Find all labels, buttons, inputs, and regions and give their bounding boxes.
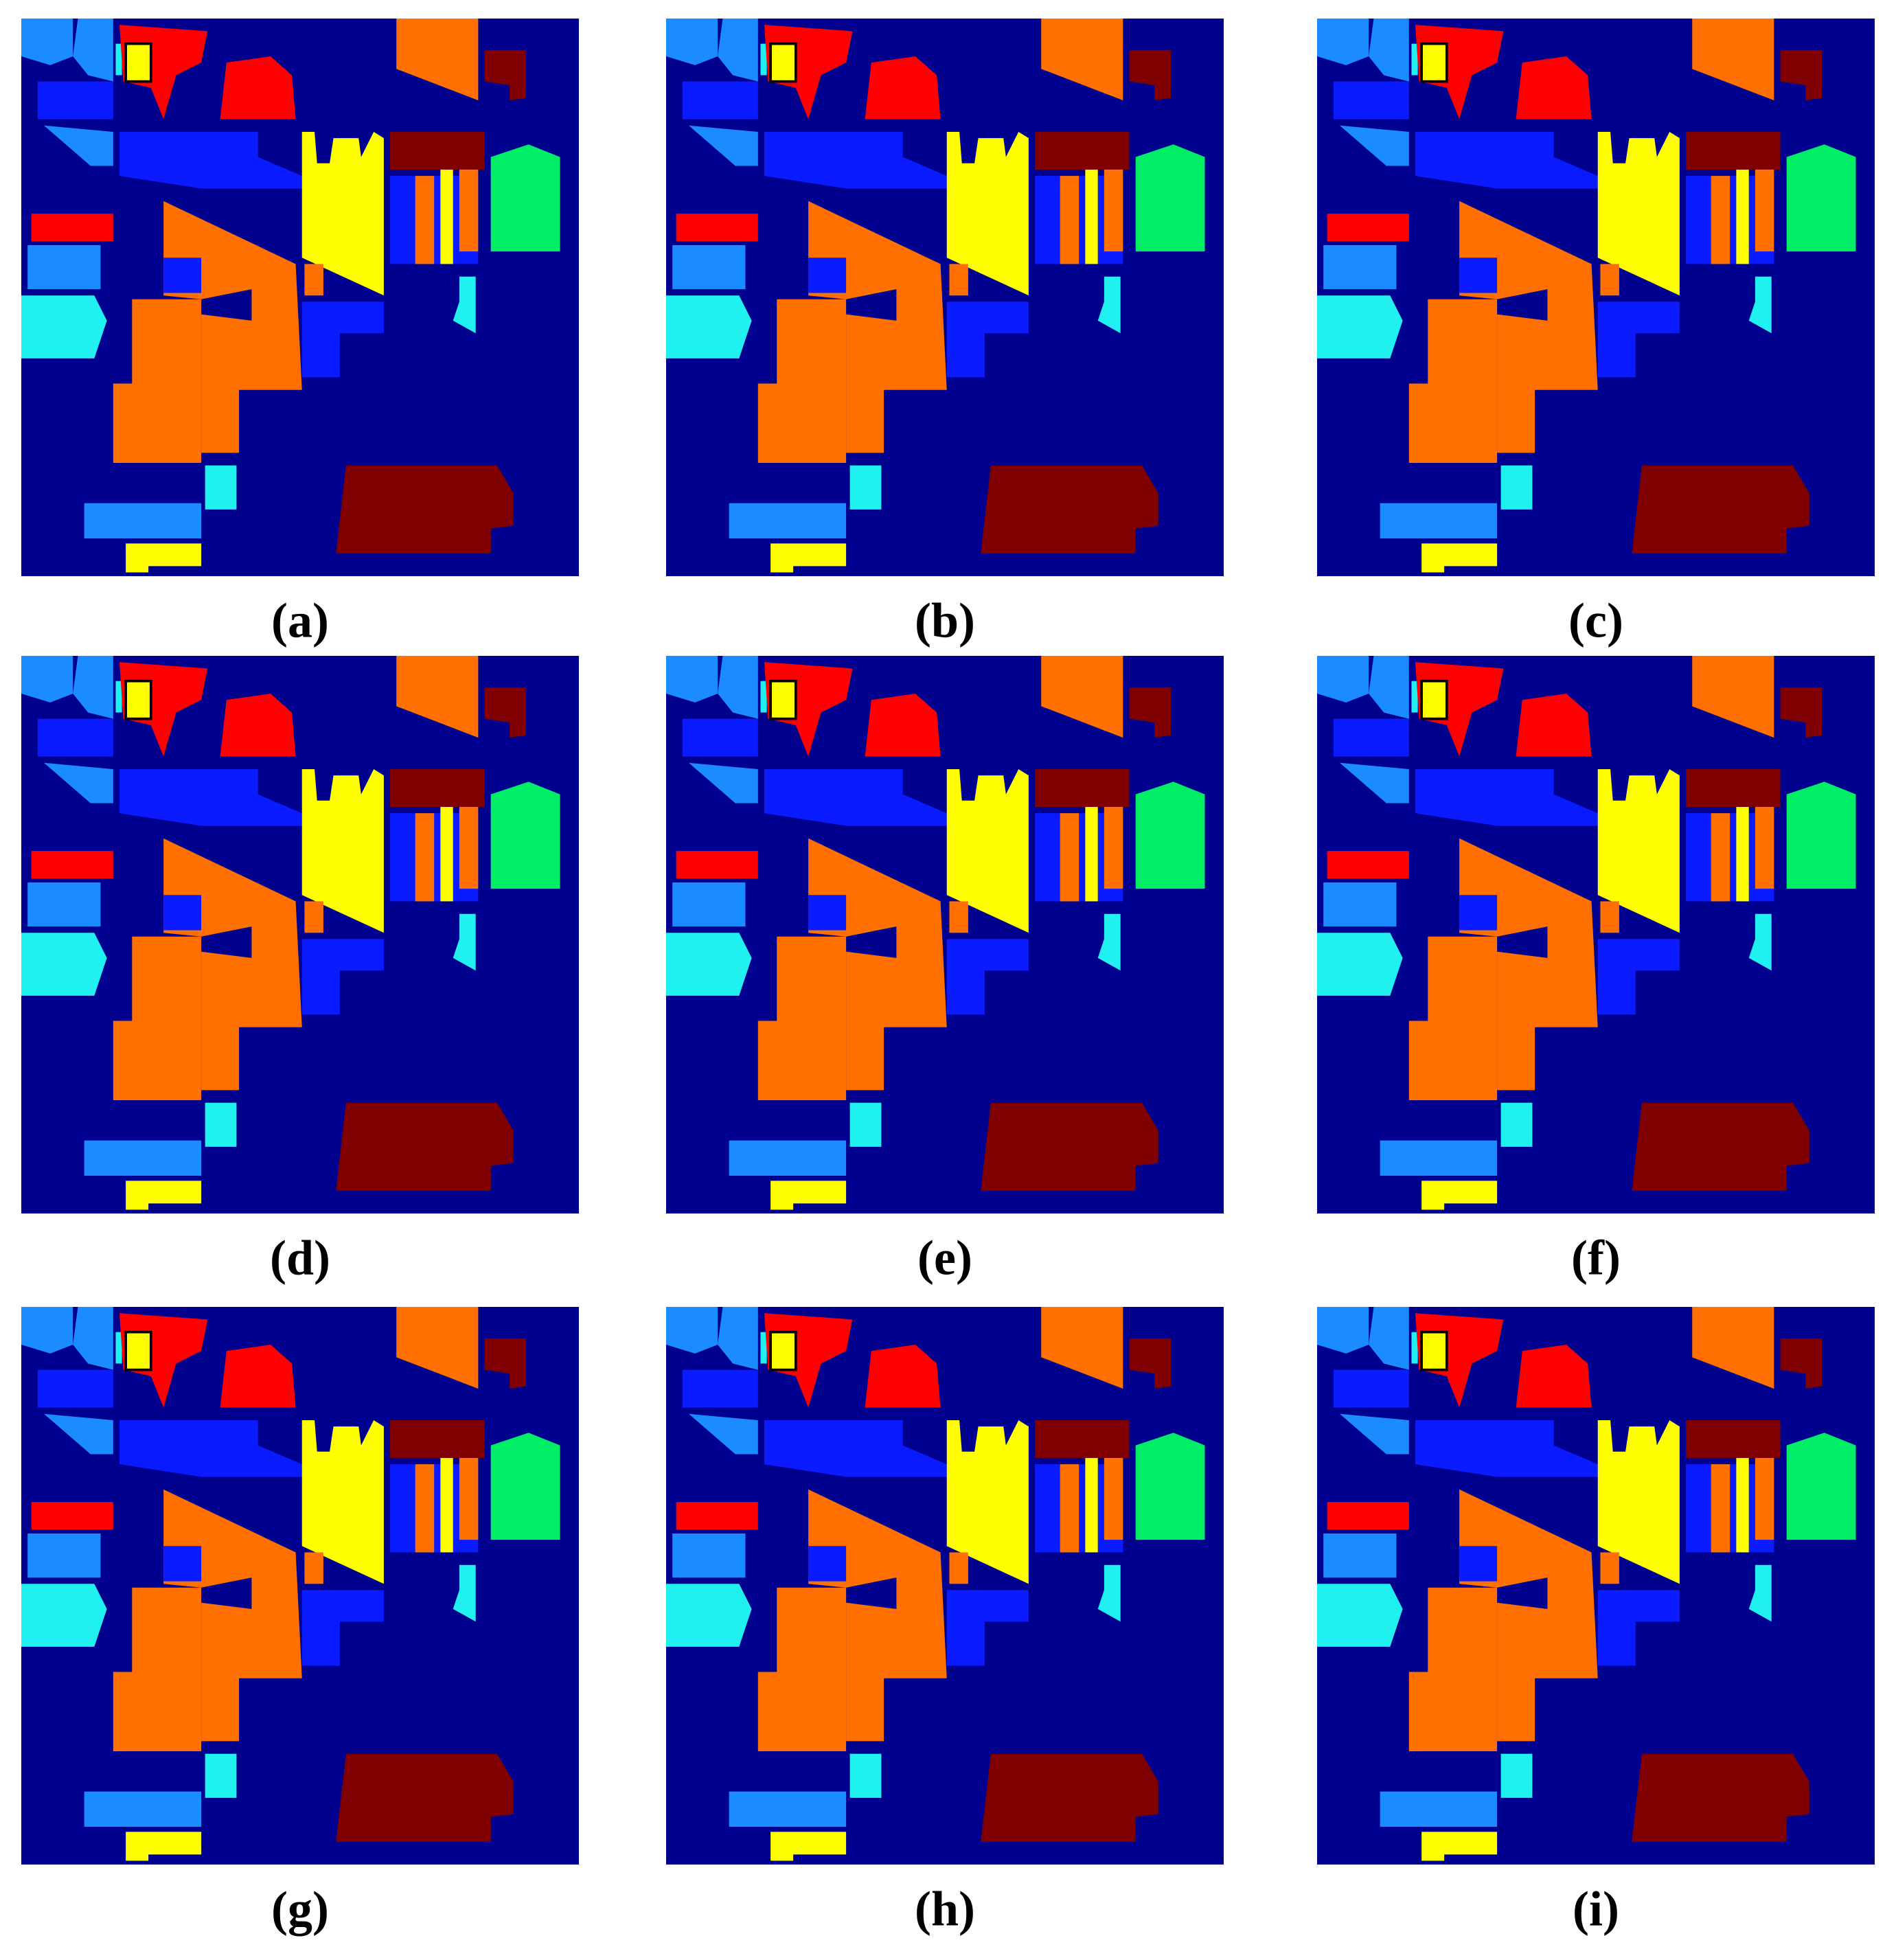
classification-map xyxy=(21,19,579,576)
classification-map xyxy=(666,656,1224,1213)
panel-label: (a) xyxy=(271,593,329,648)
classification-map xyxy=(1317,19,1875,576)
classification-map xyxy=(1317,1307,1875,1865)
classification-map xyxy=(666,1307,1224,1865)
classification-map xyxy=(21,656,579,1213)
panel-label: (c) xyxy=(1568,593,1623,648)
classification-map xyxy=(1317,656,1875,1213)
panel-label: (g) xyxy=(271,1882,329,1937)
panel-label: (h) xyxy=(915,1882,975,1937)
classification-map xyxy=(666,19,1224,576)
panel-label: (f) xyxy=(1571,1231,1621,1286)
panel-label: (b) xyxy=(915,593,975,648)
classification-map xyxy=(21,1307,579,1865)
panel-label: (d) xyxy=(270,1231,330,1286)
panel-label: (e) xyxy=(917,1231,972,1286)
panel-label: (i) xyxy=(1573,1882,1619,1937)
